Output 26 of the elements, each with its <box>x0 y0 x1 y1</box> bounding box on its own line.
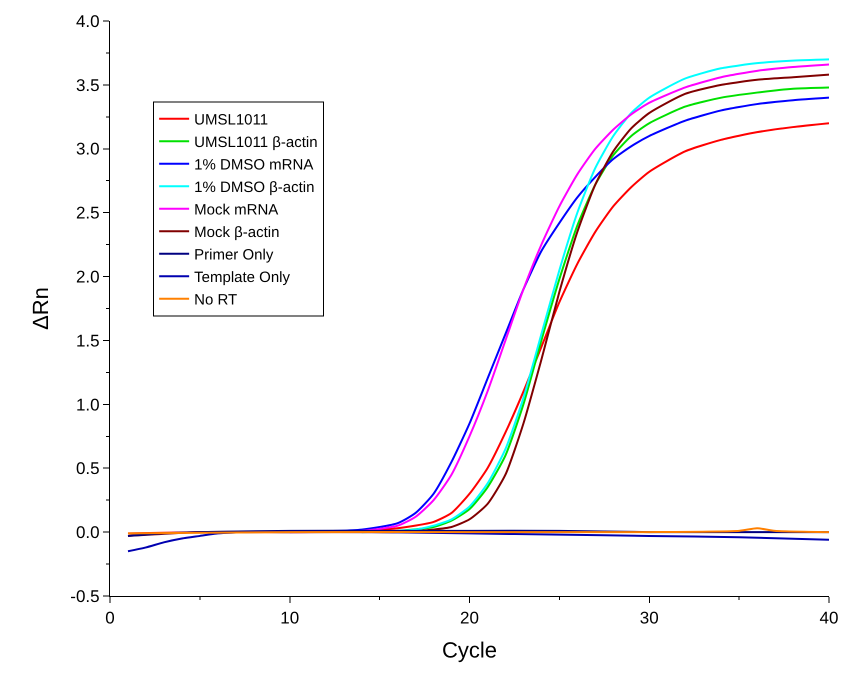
y-tick-label: 1.0 <box>76 395 100 414</box>
y-tick-label: 2.0 <box>76 268 100 287</box>
x-axis-title: Cycle <box>442 637 498 662</box>
legend-label: Mock β-actin <box>194 224 280 242</box>
legend-label: UMSL1011 <box>194 112 268 129</box>
y-tick-label: 2.5 <box>76 204 100 223</box>
y-tick-label: -0.5 <box>70 586 100 606</box>
legend-label: 1% DMSO mRNA <box>194 156 314 174</box>
y-tick-label: 0.0 <box>76 523 100 542</box>
y-axis-title: ΔRn <box>28 287 54 330</box>
legend-label: Primer Only <box>194 246 274 264</box>
y-tick-label: 1.5 <box>76 331 100 350</box>
x-tick-label: 40 <box>820 608 838 628</box>
x-tick-label: 10 <box>280 608 300 628</box>
x-tick-label: 20 <box>460 608 479 628</box>
y-tick-label: 3.0 <box>76 140 100 159</box>
x-tick-label: 0 <box>105 608 115 628</box>
legend-label: Template Only <box>194 269 291 286</box>
legend-label: Mock mRNA <box>194 202 278 219</box>
legend-label: 1% DMSO β-actin <box>194 179 314 196</box>
y-tick-label: 3.5 <box>76 76 100 95</box>
legend-label: No RT <box>194 292 238 309</box>
y-tick-label: 4.0 <box>76 12 100 31</box>
y-tick-label: 0.5 <box>76 459 100 478</box>
legend-label: UMSL1011 β-actin <box>194 134 318 152</box>
x-tick-label: 30 <box>640 608 659 628</box>
